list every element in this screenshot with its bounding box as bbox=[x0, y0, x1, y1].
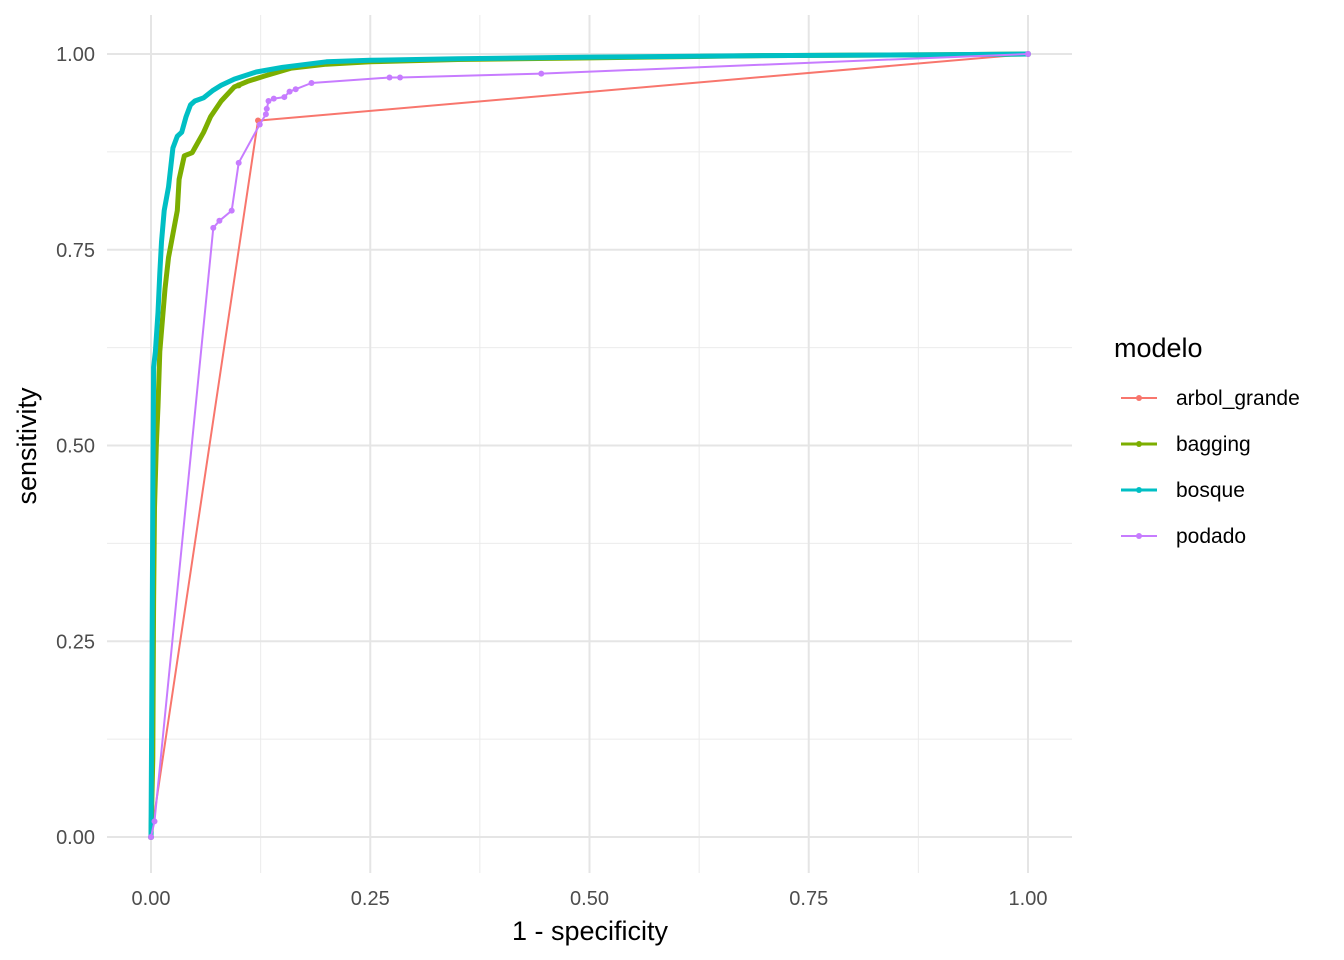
series-point-podado bbox=[216, 217, 223, 224]
series-point-podado bbox=[292, 86, 299, 93]
x-tick-label: 0.00 bbox=[132, 888, 171, 910]
y-axis-ticks: 0.00 0.25 0.50 0.75 1.00 bbox=[56, 44, 95, 849]
legend-label: podado bbox=[1176, 525, 1246, 548]
legend-label: bosque bbox=[1176, 479, 1245, 502]
legend-item-podado: podado bbox=[1121, 525, 1246, 548]
x-tick-label: 0.75 bbox=[789, 888, 828, 910]
series-point-podado bbox=[281, 94, 288, 101]
series-point-podado bbox=[262, 111, 269, 118]
series-point-podado bbox=[210, 224, 217, 231]
series-point-podado bbox=[235, 159, 242, 166]
legend-item-bosque: bosque bbox=[1121, 479, 1245, 502]
legend-key-point bbox=[1136, 487, 1142, 493]
legend-key-point bbox=[1136, 533, 1142, 539]
y-axis-label: sensitivity bbox=[12, 387, 42, 505]
y-tick-label: 0.75 bbox=[56, 240, 95, 262]
legend-key-point bbox=[1136, 395, 1142, 401]
series-point-podado bbox=[265, 97, 272, 104]
series-point-podado bbox=[538, 70, 545, 77]
series-point-podado bbox=[1025, 51, 1031, 57]
legend-label: bagging bbox=[1176, 433, 1251, 456]
series-point-podado bbox=[148, 834, 154, 840]
legend-label: arbol_grande bbox=[1176, 387, 1300, 410]
legend-title: modelo bbox=[1114, 333, 1203, 363]
y-tick-label: 0.25 bbox=[56, 631, 95, 653]
series-podado bbox=[148, 51, 1031, 840]
y-tick-label: 1.00 bbox=[56, 44, 95, 66]
series-layer bbox=[148, 51, 1031, 840]
series-point-podado bbox=[397, 74, 404, 81]
series-point-podado bbox=[386, 74, 393, 81]
series-point-podado bbox=[286, 88, 293, 95]
series-point-podado bbox=[263, 105, 270, 112]
grid bbox=[107, 15, 1072, 873]
series-point-podado bbox=[228, 207, 235, 214]
x-tick-label: 0.25 bbox=[351, 888, 390, 910]
x-tick-label: 1.00 bbox=[1009, 888, 1048, 910]
series-point-bagging bbox=[235, 82, 242, 89]
series-point-podado bbox=[308, 79, 315, 86]
series-point-podado bbox=[256, 121, 263, 128]
x-tick-label: 0.50 bbox=[570, 888, 609, 910]
legend-key-point bbox=[1136, 441, 1142, 447]
y-tick-label: 0.50 bbox=[56, 436, 95, 458]
x-axis-label: 1 - specificity bbox=[512, 916, 669, 946]
legend-item-bagging: bagging bbox=[1121, 433, 1251, 456]
legend-item-arbol_grande: arbol_grande bbox=[1121, 387, 1300, 410]
series-line-bosque bbox=[148, 51, 1031, 840]
series-point-podado bbox=[270, 95, 277, 102]
y-tick-label: 0.00 bbox=[56, 827, 95, 849]
x-axis-ticks: 0.00 0.25 0.50 0.75 1.00 bbox=[132, 888, 1048, 910]
series-point-podado bbox=[151, 818, 158, 825]
